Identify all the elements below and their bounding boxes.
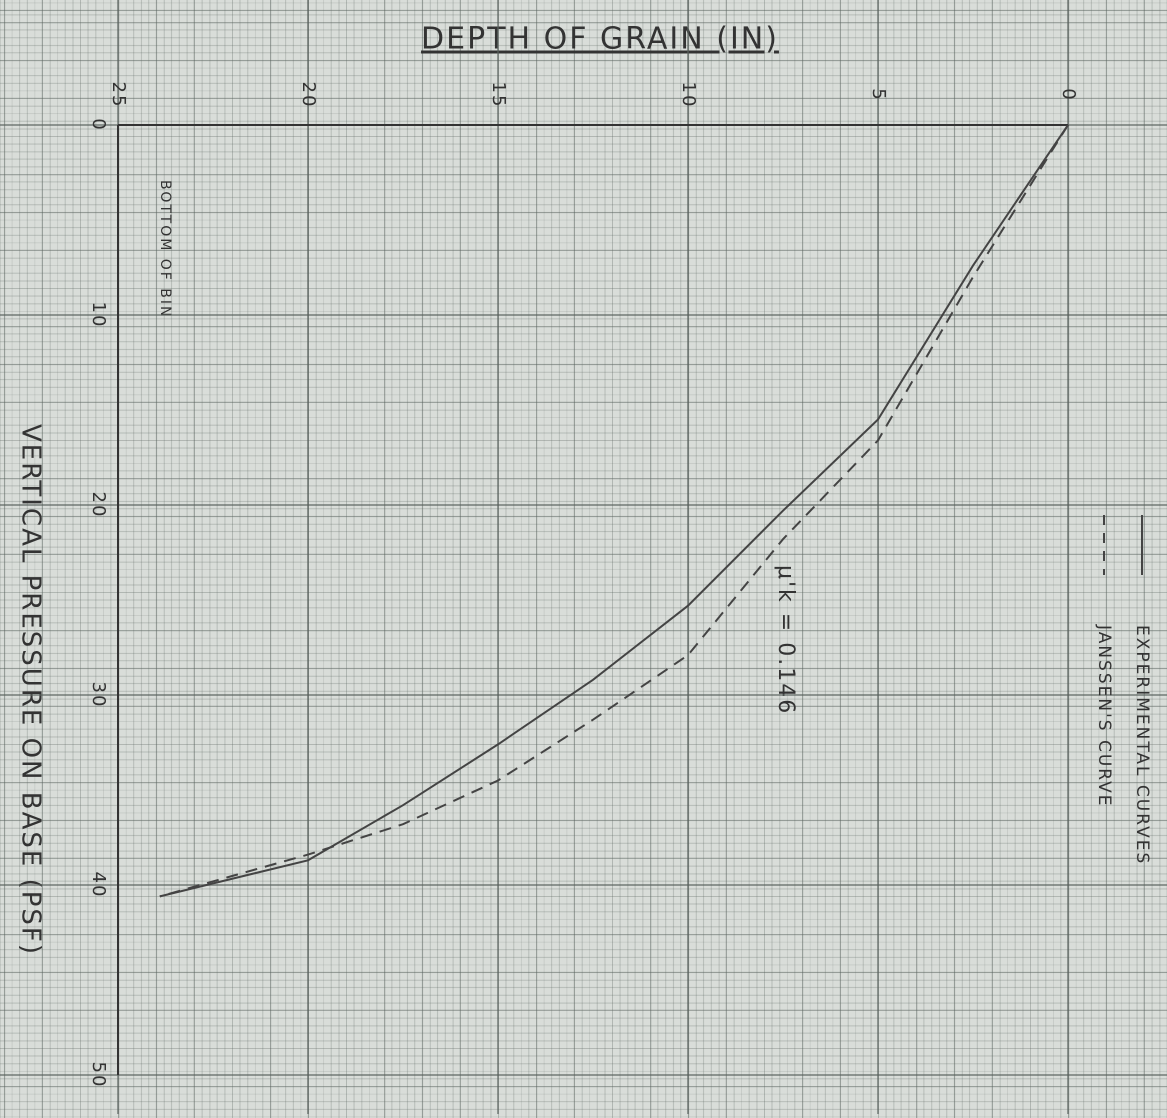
x-tick-label: 20 [298,82,319,109]
x-tick-label: 5 [868,88,889,101]
annotation: BOTTOM OF BIN [157,180,173,319]
series-line [159,124,1069,898]
chart-title: DEPTH OF GRAIN (IN) [421,22,779,57]
legend-label: EXPERIMENTAL CURVES [1132,625,1152,865]
x-tick-label: 10 [678,82,699,109]
x-tick-label: 15 [488,82,509,109]
y-tick-label: 0 [88,118,109,131]
y-tick-label: 50 [88,1062,109,1089]
y-tick-label: 40 [88,872,109,899]
series-line [159,124,1069,898]
y-tick-label: 30 [88,682,109,709]
x-tick-label: 25 [108,82,129,109]
x-tick-label: 0 [1058,88,1079,101]
annotation: μ'k = 0.146 [773,565,798,715]
y-tick-label: 20 [88,492,109,519]
y-tick-label: 10 [88,302,109,329]
y-axis-label: VERTICAL PRESSURE ON BASE (PSF) [16,424,46,956]
legend-label: JANSSEN'S CURVE [1094,624,1114,808]
